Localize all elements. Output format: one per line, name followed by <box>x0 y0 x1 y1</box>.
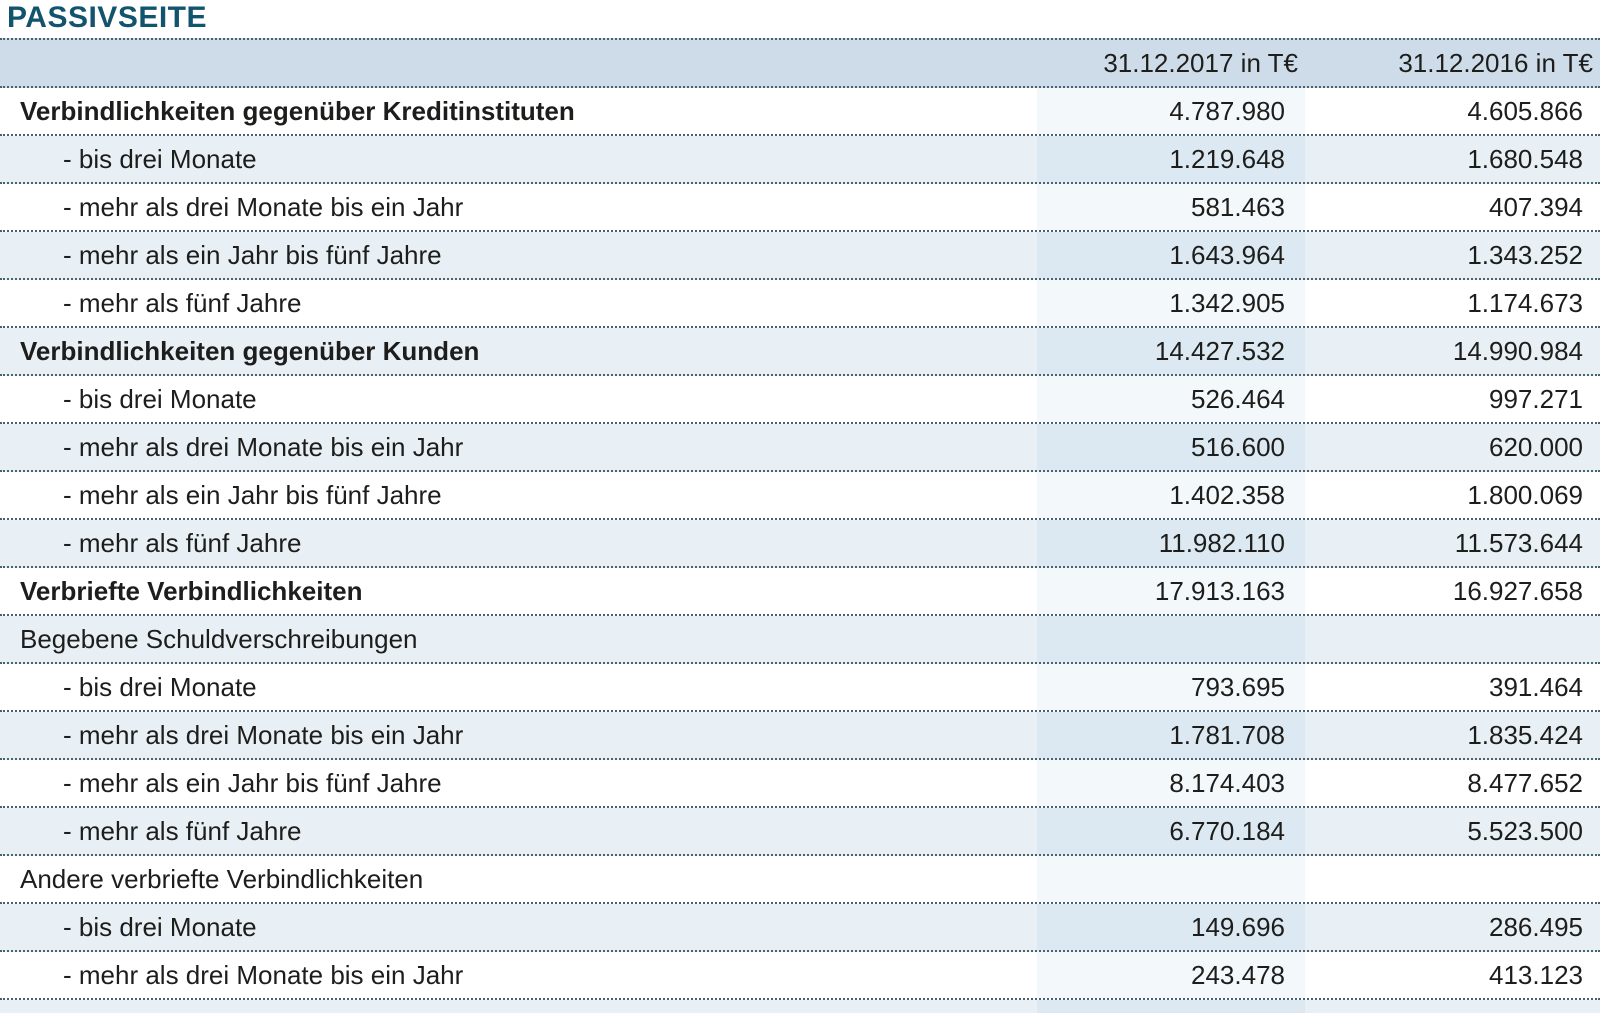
value-2017: 1.342.905 <box>1037 280 1305 326</box>
table-row: - mehr als drei Monate bis ein Jahr 581.4… <box>0 184 1600 232</box>
table-row: - mehr als drei Monate bis ein Jahr 516.6… <box>0 424 1600 472</box>
row-label: - bis drei Monate <box>63 911 257 942</box>
value-2016: 620.000 <box>1489 431 1583 462</box>
value-2017 <box>1037 1000 1305 1013</box>
table-row: - mehr als fünf Jahre 11.982.110 11.573.64… <box>0 520 1600 568</box>
row-label: - mehr als fünf Jahre <box>63 815 302 846</box>
table-row: - mehr als drei Monate bis ein Jahr 1.781… <box>0 712 1600 760</box>
table-row: - mehr als fünf Jahre 6.770.184 5.523.500 <box>0 808 1600 856</box>
row-label: - bis drei Monate <box>63 383 257 414</box>
value-2017: 149.696 <box>1037 904 1305 950</box>
row-label: - mehr als ein Jahr bis fünf Jahre <box>63 479 442 510</box>
value-2017: 1.643.964 <box>1037 232 1305 278</box>
value-2016: 1.343.252 <box>1467 239 1583 270</box>
table-row: - mehr als drei Monate bis ein Jahr 243.4… <box>0 952 1600 1000</box>
value-2017: 8.174.403 <box>1037 760 1305 806</box>
value-2016: 1.800.069 <box>1467 479 1583 510</box>
table-row: - mehr als ein Jahr bis fünf Jahre 1.643.… <box>0 232 1600 280</box>
row-label: - mehr als fünf Jahre <box>63 527 302 558</box>
value-2017: 1.219.648 <box>1037 136 1305 182</box>
value-2016: 5.523.500 <box>1467 815 1583 846</box>
table-row: Andere verbriefte Verbindlichkeiten <box>0 856 1600 904</box>
value-2017: 17.913.163 <box>1037 568 1305 614</box>
row-label: - mehr als drei Monate bis ein Jahr <box>63 431 464 462</box>
value-2016 <box>1305 1000 1600 1013</box>
table-row: Verbriefte Verbindlichkeiten 17.913.163 16… <box>0 568 1600 616</box>
title-bar: PASSIVSEITE <box>0 0 1600 38</box>
value-2016: 407.394 <box>1489 191 1583 222</box>
value-2016 <box>1305 856 1600 902</box>
value-2017: 1.402.358 <box>1037 472 1305 518</box>
value-2017: 793.695 <box>1037 664 1305 710</box>
value-2017: 243.478 <box>1037 952 1305 998</box>
value-2017 <box>1037 616 1305 662</box>
table-header-row: 31.12.2017 in T€ 31.12.2016 in T€ <box>0 38 1600 88</box>
value-2016: 997.271 <box>1489 383 1583 414</box>
header-column-2017: 31.12.2017 in T€ <box>1103 47 1298 78</box>
row-label: Verbindlichkeiten gegenüber Kunden <box>20 335 480 366</box>
row-label: Begebene Schuldverschreibungen <box>20 623 418 654</box>
liabilities-maturity-table: 31.12.2017 in T€ 31.12.2016 in T€ Verbin… <box>0 38 1600 1013</box>
value-2017: 516.600 <box>1037 424 1305 470</box>
value-2016: 11.573.644 <box>1454 527 1583 558</box>
value-2017: 4.787.980 <box>1037 88 1305 134</box>
table-row-partial <box>0 1000 1600 1013</box>
value-2016: 1.680.548 <box>1467 143 1583 174</box>
value-2016: 8.477.652 <box>1467 767 1583 798</box>
table-row: - bis drei Monate 526.464 997.271 <box>0 376 1600 424</box>
value-2016: 4.605.866 <box>1467 95 1583 126</box>
row-label <box>0 1000 1037 1013</box>
table-row: Verbindlichkeiten gegenüber Kreditinstit… <box>0 88 1600 136</box>
table-row: - mehr als ein Jahr bis fünf Jahre 8.174.… <box>0 760 1600 808</box>
row-label: Andere verbriefte Verbindlichkeiten <box>20 863 424 894</box>
table-row: Begebene Schuldverschreibungen <box>0 616 1600 664</box>
value-2016: 413.123 <box>1489 959 1583 990</box>
value-2017: 14.427.532 <box>1037 328 1305 374</box>
table-row: - mehr als ein Jahr bis fünf Jahre 1.402.… <box>0 472 1600 520</box>
value-2016 <box>1305 616 1600 662</box>
value-2017: 1.781.708 <box>1037 712 1305 758</box>
row-label: - mehr als fünf Jahre <box>63 287 302 318</box>
row-label: - mehr als ein Jahr bis fünf Jahre <box>63 239 442 270</box>
header-empty-cell <box>0 40 1037 86</box>
table-row: - mehr als fünf Jahre 1.342.905 1.174.673 <box>0 280 1600 328</box>
value-2017: 581.463 <box>1037 184 1305 230</box>
table-row: - bis drei Monate 1.219.648 1.680.548 <box>0 136 1600 184</box>
value-2016: 391.464 <box>1489 671 1583 702</box>
row-label: - bis drei Monate <box>63 143 257 174</box>
value-2016: 1.835.424 <box>1467 719 1583 750</box>
table-row: Verbindlichkeiten gegenüber Kunden 14.427… <box>0 328 1600 376</box>
value-2017: 6.770.184 <box>1037 808 1305 854</box>
row-label: - mehr als drei Monate bis ein Jahr <box>63 719 464 750</box>
table-row: - bis drei Monate 149.696 286.495 <box>0 904 1600 952</box>
table-row: - bis drei Monate 793.695 391.464 <box>0 664 1600 712</box>
header-column-2016: 31.12.2016 in T€ <box>1398 47 1593 78</box>
row-label: Verbindlichkeiten gegenüber Kreditinstit… <box>20 95 575 126</box>
value-2016: 14.990.984 <box>1452 335 1583 366</box>
value-2016: 286.495 <box>1489 911 1583 942</box>
row-label: - mehr als drei Monate bis ein Jahr <box>63 959 464 990</box>
row-label: Verbriefte Verbindlichkeiten <box>20 575 363 606</box>
row-label: - mehr als drei Monate bis ein Jahr <box>63 191 464 222</box>
table-body: Verbindlichkeiten gegenüber Kreditinstit… <box>0 88 1600 1000</box>
value-2017: 526.464 <box>1037 376 1305 422</box>
page-title: PASSIVSEITE <box>7 1 208 34</box>
row-label: - mehr als ein Jahr bis fünf Jahre <box>63 767 442 798</box>
value-2016: 1.174.673 <box>1467 287 1583 318</box>
row-label: - bis drei Monate <box>63 671 257 702</box>
value-2017 <box>1037 856 1305 902</box>
value-2016: 16.927.658 <box>1452 575 1583 606</box>
value-2017: 11.982.110 <box>1037 520 1305 566</box>
